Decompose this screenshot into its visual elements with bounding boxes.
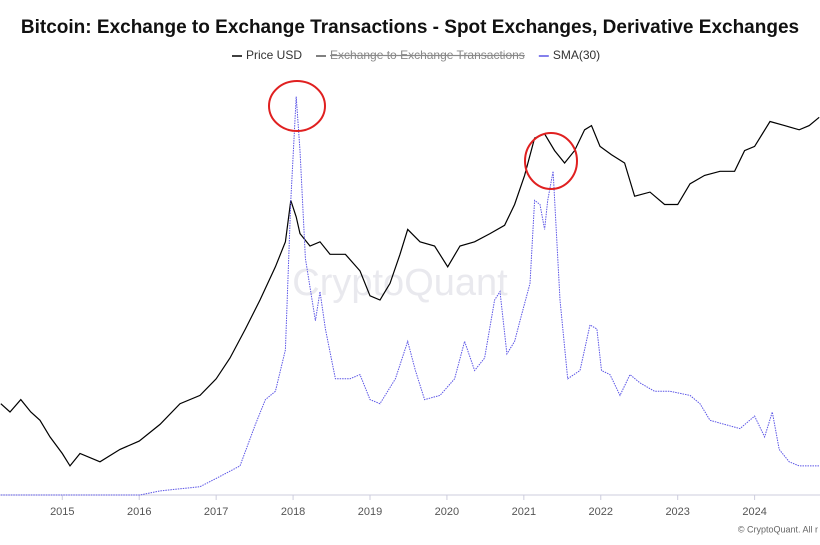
x-tick-label: 2015 (50, 506, 74, 518)
highlight-circle (524, 132, 578, 190)
x-tick-label: 2017 (204, 506, 228, 518)
legend-label[interactable]: SMA(30) (553, 48, 600, 62)
credit: © CryptoQuant. All r (738, 524, 818, 534)
highlight-circle (268, 80, 326, 132)
chart-title: Bitcoin: Exchange to Exchange Transactio… (21, 17, 799, 38)
series-line (0, 116, 820, 467)
plot: 2015 2016 2017 2018 2019 2020 2021 2022 2023 2024 (0, 96, 820, 518)
x-tick-label: 2021 (512, 506, 536, 518)
watermark: CryptoQuant (292, 262, 508, 304)
x-tick-label: 2024 (742, 506, 766, 518)
x-tick-label: 2019 (358, 506, 382, 518)
legend: Price USD Exchange to Exchange Transactio… (232, 48, 600, 62)
x-tick-label: 2018 (281, 506, 305, 518)
legend-label[interactable]: Exchange to Exchange Transactions (330, 48, 525, 62)
x-tick-label: 2020 (435, 506, 459, 518)
series-line (0, 96, 820, 496)
x-tick-label: 2022 (589, 506, 613, 518)
x-tick-label: 2023 (665, 506, 689, 518)
x-tick-label: 2016 (127, 506, 151, 518)
legend-label[interactable]: Price USD (246, 48, 302, 62)
